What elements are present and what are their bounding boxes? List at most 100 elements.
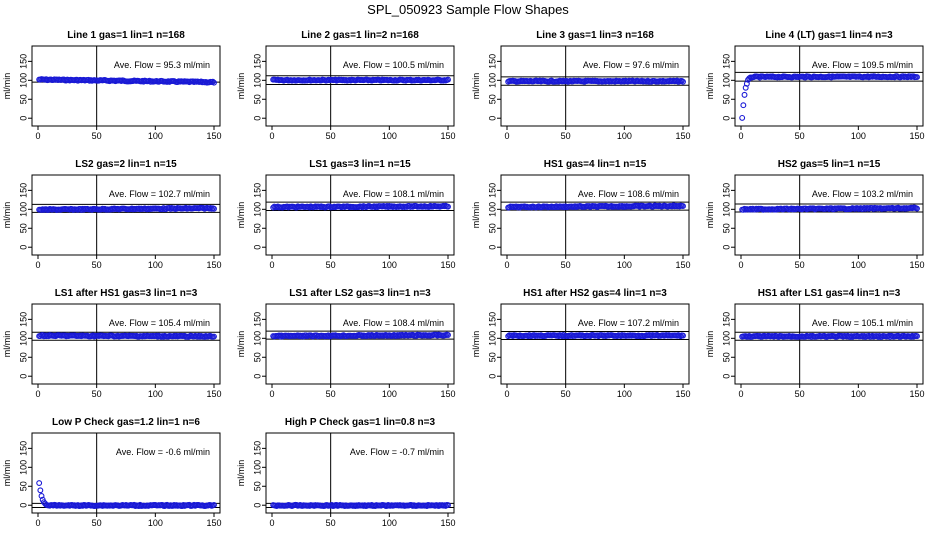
- data-point: [211, 333, 217, 340]
- x-tick-label: 100: [382, 518, 397, 528]
- plot-frame: [31, 432, 221, 514]
- x-tick-label: 0: [738, 131, 743, 141]
- data-point: [914, 74, 920, 81]
- x-tick-label: 150: [909, 389, 924, 399]
- y-axis-label: ml/min: [471, 331, 481, 358]
- data-point: [678, 77, 685, 84]
- x-tick-label: 100: [148, 260, 163, 270]
- x-tick-label: 150: [206, 131, 221, 141]
- x-tick-label: 50: [92, 518, 102, 528]
- annotation-bg: [809, 189, 915, 199]
- x-tick-label: 100: [148, 131, 163, 141]
- y-tick-label: 100: [487, 73, 497, 88]
- panel-5: LS2 gas=2 lin=1 n=15 0 50 100 150 0 50 100 150 ml…: [2, 159, 222, 270]
- chart-main-title: SPL_050923 Sample Flow Shapes: [367, 2, 569, 17]
- y-tick-label: 50: [18, 352, 28, 362]
- x-tick-label: 100: [851, 260, 866, 270]
- plot-frame: [265, 174, 455, 256]
- y-axis-label: ml/min: [705, 202, 715, 229]
- annotation-bg: [575, 189, 681, 199]
- annotation-bg: [340, 318, 446, 328]
- y-tick-label: 0: [18, 245, 28, 250]
- y-tick-label: 0: [721, 374, 731, 379]
- y-tick-label: 100: [252, 73, 262, 88]
- data-point: [740, 102, 747, 109]
- x-tick-label: 50: [561, 260, 571, 270]
- x-tick-label: 150: [440, 518, 455, 528]
- plot-frame: [500, 303, 690, 385]
- data-point: [914, 333, 920, 340]
- data-point: [207, 204, 214, 211]
- y-tick-label: 150: [252, 441, 262, 456]
- x-tick-label: 0: [269, 518, 274, 528]
- x-tick-label: 0: [504, 389, 509, 399]
- panel-2: Line 2 gas=1 lin=2 n=168 0 50 100 150 0 50 100 1…: [236, 30, 456, 141]
- ave-flow-annotation: Ave. Flow = 103.2 ml/min: [812, 189, 913, 199]
- x-tick-label: 50: [326, 260, 336, 270]
- data-point: [445, 203, 451, 210]
- ave-flow-annotation: Ave. Flow = 107.2 ml/min: [578, 318, 679, 328]
- panel-4: Line 4 (LT) gas=1 lin=4 n=3 0 50 100 150 0 50 1…: [705, 30, 925, 141]
- y-axis-label: ml/min: [2, 73, 12, 100]
- x-tick-label: 50: [326, 518, 336, 528]
- x-tick-label: 0: [504, 260, 509, 270]
- data-point: [211, 205, 217, 212]
- panel-title: LS1 gas=3 lin=1 n=15: [309, 159, 411, 170]
- data-point: [680, 78, 686, 85]
- annotation-bg: [580, 60, 681, 70]
- y-axis-label: ml/min: [236, 460, 246, 487]
- data-point: [914, 205, 920, 212]
- panel-title: High P Check gas=1 lin=0.8 n=3: [285, 417, 436, 428]
- x-tick-label: 150: [440, 260, 455, 270]
- x-tick-label: 150: [675, 131, 690, 141]
- y-tick-label: 0: [721, 116, 731, 121]
- x-tick-label: 50: [92, 131, 102, 141]
- y-tick-label: 150: [252, 183, 262, 198]
- x-tick-label: 100: [617, 131, 632, 141]
- panel-title: LS1 after LS2 gas=3 lin=1 n=3: [289, 288, 431, 299]
- annotation-bg: [106, 318, 212, 328]
- data-point: [211, 79, 217, 86]
- y-tick-label: 0: [487, 374, 497, 379]
- annotation-bg: [347, 447, 446, 457]
- panel-3: Line 3 gas=1 lin=3 n=168 0 50 100 150 0 50 100 1…: [471, 30, 691, 141]
- y-axis-label: ml/min: [2, 331, 12, 358]
- data-point: [739, 114, 746, 121]
- plot-frame: [500, 174, 690, 256]
- x-tick-label: 50: [326, 389, 336, 399]
- annotation-bg: [340, 60, 446, 70]
- panel-title: Line 2 gas=1 lin=2 n=168: [301, 30, 419, 41]
- y-tick-label: 0: [487, 116, 497, 121]
- y-tick-label: 100: [18, 331, 28, 346]
- x-tick-label: 50: [795, 131, 805, 141]
- plot-frame: [734, 174, 924, 256]
- y-tick-label: 150: [721, 312, 731, 327]
- plot-frame: [265, 303, 455, 385]
- panel-6: LS1 gas=3 lin=1 n=15 0 50 100 150 0 50 100 150 ml…: [236, 159, 456, 270]
- data-point: [445, 502, 451, 509]
- annotation-bg: [340, 189, 446, 199]
- y-tick-label: 50: [487, 352, 497, 362]
- x-tick-label: 150: [675, 389, 690, 399]
- y-tick-label: 100: [487, 202, 497, 217]
- plot-frame: [265, 432, 455, 514]
- x-tick-label: 50: [92, 260, 102, 270]
- x-tick-label: 0: [35, 389, 40, 399]
- x-tick-label: 100: [617, 389, 632, 399]
- panel-12: HS1 after LS1 gas=4 lin=1 n=3 0 50 100 150 0 5…: [705, 288, 925, 399]
- x-tick-label: 50: [326, 131, 336, 141]
- ave-flow-annotation: Ave. Flow = 97.6 ml/min: [583, 60, 679, 70]
- y-tick-label: 50: [487, 223, 497, 233]
- data-point: [743, 80, 750, 87]
- y-tick-label: 150: [18, 183, 28, 198]
- y-axis-label: ml/min: [2, 460, 12, 487]
- y-tick-label: 0: [252, 503, 262, 508]
- x-tick-label: 50: [561, 131, 571, 141]
- y-axis-label: ml/min: [471, 73, 481, 100]
- data-point: [445, 332, 451, 338]
- x-tick-label: 0: [35, 260, 40, 270]
- x-tick-label: 0: [269, 389, 274, 399]
- y-tick-label: 150: [721, 54, 731, 69]
- x-tick-label: 100: [851, 389, 866, 399]
- plot-frame: [500, 45, 690, 127]
